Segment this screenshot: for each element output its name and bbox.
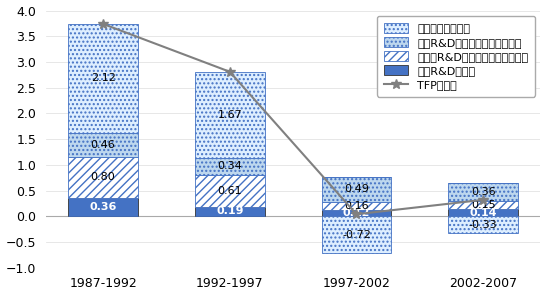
Text: 0.15: 0.15 [471,200,495,210]
Text: 0.36: 0.36 [90,202,117,212]
Text: 2.12: 2.12 [91,73,116,83]
Text: 0.36: 0.36 [471,187,495,197]
Bar [68,24,138,133]
Bar [448,201,518,209]
Legend: その他要因の寄与, 公的R&Dスピルオーバーの寄与, 企業間R&Dスピルオーバーの寄与, 自社R&Dの寄与, TFP成長率: その他要因の寄与, 公的R&Dスピルオーバーの寄与, 企業間R&Dスピルオーバー… [377,16,535,97]
Text: 0.46: 0.46 [91,140,115,150]
Text: -0.33: -0.33 [469,220,497,230]
Bar [195,175,265,207]
Text: 0.34: 0.34 [217,161,242,171]
Text: 0.49: 0.49 [344,184,369,194]
Bar [448,209,518,216]
Bar [195,72,265,158]
Bar [68,133,138,157]
Bar [68,198,138,216]
Text: 0.12: 0.12 [343,208,370,218]
Bar [322,216,391,253]
Bar [195,158,265,175]
Text: 0.19: 0.19 [216,206,244,216]
Bar [68,157,138,198]
Text: 1.67: 1.67 [217,110,242,120]
Text: 0.80: 0.80 [91,172,115,182]
Text: 0.61: 0.61 [217,186,242,196]
Text: 0.16: 0.16 [344,201,369,211]
Text: -0.72: -0.72 [342,230,371,240]
Bar [195,207,265,216]
Bar [448,183,518,201]
Bar [322,210,391,216]
Text: 0.14: 0.14 [470,208,497,218]
Bar [448,216,518,233]
Bar [322,177,391,202]
Bar [322,202,391,210]
